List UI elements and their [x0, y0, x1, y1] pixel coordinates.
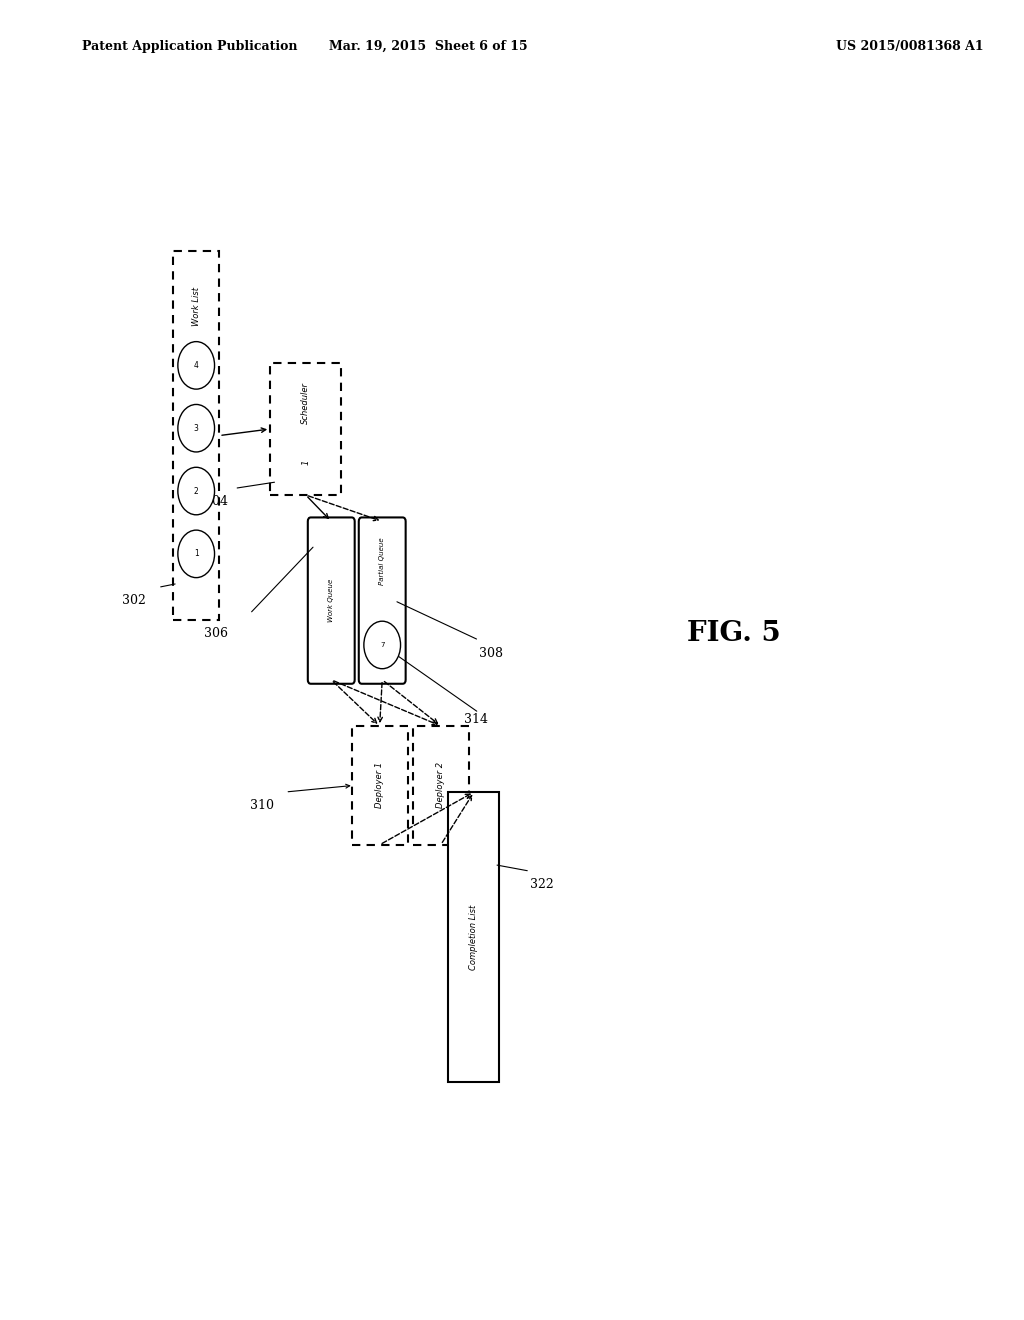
- Circle shape: [178, 342, 215, 389]
- FancyBboxPatch shape: [449, 792, 500, 1082]
- Circle shape: [178, 531, 215, 578]
- FancyBboxPatch shape: [308, 517, 354, 684]
- Circle shape: [178, 404, 215, 451]
- Text: 306: 306: [204, 627, 228, 640]
- Text: Deployer 2: Deployer 2: [436, 763, 445, 808]
- FancyBboxPatch shape: [270, 363, 341, 495]
- FancyBboxPatch shape: [413, 726, 469, 845]
- Circle shape: [364, 622, 400, 669]
- Circle shape: [178, 467, 215, 515]
- Text: Completion List: Completion List: [469, 904, 478, 970]
- Text: Scheduler: Scheduler: [301, 381, 310, 424]
- Text: 308: 308: [479, 647, 503, 660]
- Text: 2: 2: [194, 487, 199, 495]
- Text: Patent Application Publication: Patent Application Publication: [82, 40, 297, 53]
- Text: Deployer 1: Deployer 1: [375, 763, 384, 808]
- Text: 322: 322: [530, 878, 554, 891]
- Text: 1: 1: [301, 459, 310, 465]
- Text: Partial Queue: Partial Queue: [379, 537, 385, 585]
- Text: 304: 304: [204, 495, 228, 508]
- Text: 310: 310: [250, 799, 273, 812]
- Text: 4: 4: [194, 360, 199, 370]
- Text: Work List: Work List: [191, 286, 201, 326]
- Text: Work Queue: Work Queue: [329, 579, 334, 622]
- Text: 1: 1: [194, 549, 199, 558]
- Text: US 2015/0081368 A1: US 2015/0081368 A1: [836, 40, 983, 53]
- FancyBboxPatch shape: [358, 517, 406, 684]
- Text: 3: 3: [194, 424, 199, 433]
- Text: 302: 302: [122, 594, 146, 607]
- FancyBboxPatch shape: [173, 251, 219, 620]
- Text: Mar. 19, 2015  Sheet 6 of 15: Mar. 19, 2015 Sheet 6 of 15: [329, 40, 527, 53]
- Text: 314: 314: [464, 713, 487, 726]
- Text: 7: 7: [380, 642, 384, 648]
- FancyBboxPatch shape: [351, 726, 408, 845]
- Text: FIG. 5: FIG. 5: [687, 620, 780, 647]
